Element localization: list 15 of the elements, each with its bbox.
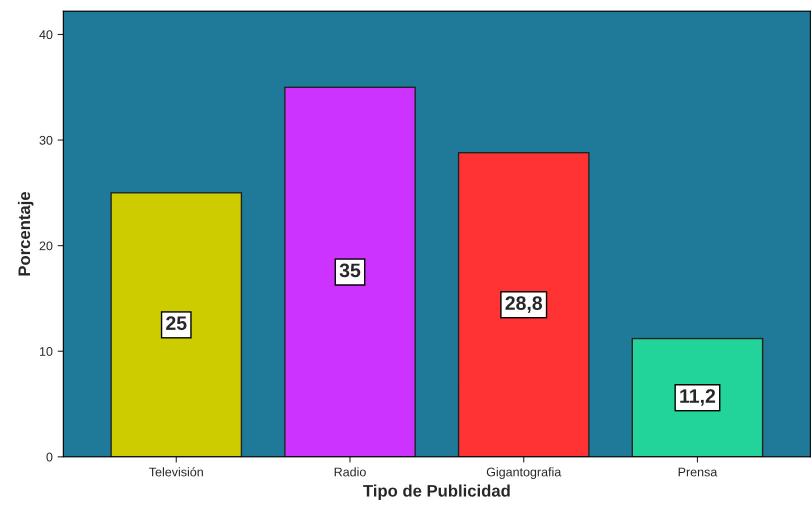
x-tick-label: Prensa: [678, 468, 718, 476]
x-tick-label: Gigantografia: [486, 467, 562, 479]
x-axis-title: Tipo de Publicidad: [363, 484, 510, 500]
y-tick-label: 40: [39, 30, 52, 40]
y-tick-label: 10: [40, 347, 52, 356]
y-tick-label: 30: [39, 136, 52, 145]
data-label: 25: [166, 316, 187, 330]
y-tick-label: 20: [40, 241, 52, 250]
data-label: 11,2: [680, 389, 716, 406]
x-tick-label: Televisión: [149, 467, 203, 476]
data-label: 35: [340, 264, 360, 278]
data-label: 28,8: [505, 296, 542, 313]
y-axis-title: Porcentaje: [18, 192, 34, 276]
y-tick-label: 0: [46, 452, 52, 462]
x-tick-label: Radio: [334, 467, 366, 476]
